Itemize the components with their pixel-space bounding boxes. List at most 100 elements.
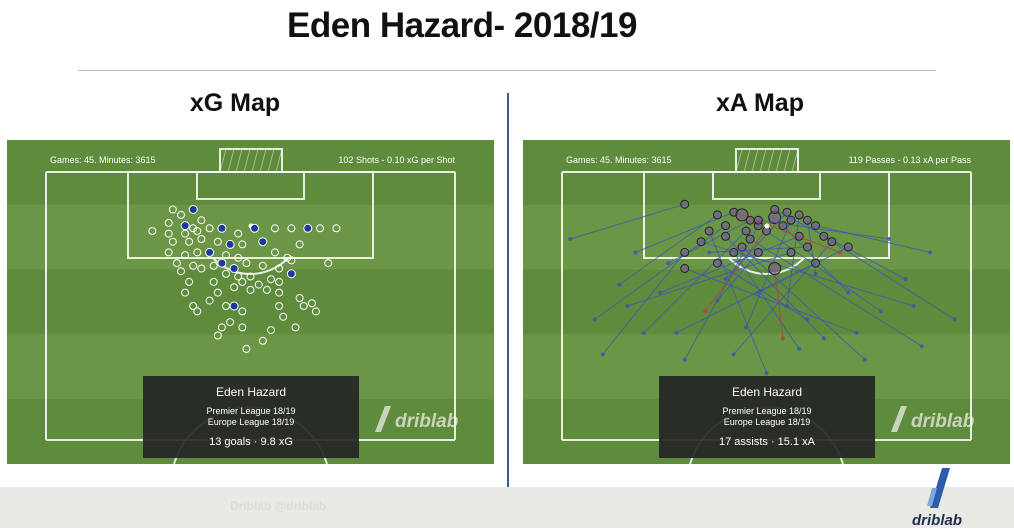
shot-marker: [222, 251, 230, 260]
goal-shot-marker: [217, 258, 227, 268]
pass-origin-dot: [625, 304, 630, 308]
footer-logo-text: driblab: [911, 512, 962, 529]
xg-watermark: driblab: [395, 411, 459, 432]
pass-origin-dot: [854, 330, 859, 335]
pass-line: [741, 246, 866, 360]
assist-shot-marker: [735, 208, 749, 222]
pass-origin-dot: [617, 282, 622, 287]
shot-marker: [324, 259, 333, 268]
shot-marker: [222, 269, 230, 278]
driblab-mark-icon: [375, 406, 391, 432]
assist-pass-line: [774, 268, 784, 339]
pass-origin-dot: [592, 317, 597, 322]
shot-marker: [291, 323, 300, 332]
pitch-lines: [561, 148, 972, 464]
goal-shot-marker: [286, 269, 296, 279]
pass-shot-marker: [786, 247, 796, 257]
shot-marker: [287, 256, 296, 265]
pass-origin-dot: [641, 330, 646, 335]
shot-marker: [197, 264, 206, 273]
shot-marker: [164, 218, 173, 227]
pass-origin-dot: [821, 336, 826, 341]
panel-divider: [507, 93, 509, 493]
pass-line: [619, 214, 718, 286]
shot-marker: [209, 261, 218, 270]
xa-info-comp-1: Premier League 18/19: [722, 406, 811, 416]
shot-marker: [213, 237, 222, 246]
pass-line: [766, 230, 882, 312]
shot-marker: [275, 264, 284, 273]
pass-origin-dot: [780, 336, 785, 341]
shot-marker: [299, 302, 308, 310]
pass-shot-marker: [827, 237, 837, 247]
goal-shot-marker: [258, 237, 268, 247]
pass-shot-marker: [811, 221, 821, 231]
shot-marker: [275, 277, 284, 286]
shot-marker: [238, 323, 247, 332]
pass-origin-dot: [666, 261, 671, 266]
shot-marker: [189, 302, 198, 310]
shot-marker: [230, 283, 239, 292]
xg-info-player: Eden Hazard: [216, 385, 286, 399]
pitch-stripe: [7, 269, 494, 335]
pass-shot-marker: [680, 199, 690, 209]
pass-shot-marker: [721, 221, 731, 231]
pass-origin-dot: [707, 250, 712, 255]
pass-origin-dot: [887, 237, 892, 241]
xg-map-title: xG Map: [189, 89, 281, 117]
goal-shot-marker: [217, 223, 227, 233]
xa-header-right: 119 Passes - 0.13 xA per Pass: [849, 155, 972, 165]
shot-marker: [168, 205, 177, 214]
pass-line: [758, 219, 890, 240]
pass-origin-dot: [919, 344, 924, 349]
shot-marker: [295, 294, 304, 302]
pass-origin-dot: [658, 290, 663, 295]
xa-header-left: Games: 45. Minutes: 3615: [566, 155, 672, 165]
shot-marker: [238, 240, 247, 249]
shot-marker: [316, 224, 324, 233]
goal-net: [219, 148, 283, 173]
xg-pitch: Games: 45. Minutes: 3615 102 Shots - 0.1…: [7, 140, 494, 464]
goal-shot-marker: [303, 223, 313, 233]
pass-origin-dot: [703, 309, 708, 314]
pass-line: [627, 251, 792, 307]
pass-origin-dot: [764, 371, 769, 375]
pass-shot-marker: [753, 247, 763, 257]
page-title: Eden Hazard- 2018/19: [287, 6, 637, 45]
pass-shot-marker: [778, 221, 788, 231]
shot-marker: [258, 336, 267, 345]
goal-shot-marker: [229, 264, 239, 273]
xg-info-comp-1: Premier League 18/19: [206, 406, 295, 416]
shot-marker: [185, 237, 194, 246]
pass-shot-marker: [741, 226, 751, 236]
pass-line: [660, 235, 800, 294]
shot-marker: [238, 307, 247, 316]
penalty-spot: [764, 223, 770, 229]
shot-marker: [222, 302, 230, 310]
xg-info-box: [143, 376, 359, 458]
pass-shot-marker: [704, 226, 714, 236]
assist-shot-marker: [768, 262, 782, 275]
shot-marker: [181, 251, 190, 260]
shot-marker: [197, 235, 206, 243]
shot-marker: [168, 237, 177, 246]
xa-watermark: driblab: [911, 411, 975, 432]
pass-origin-dot: [805, 317, 810, 322]
pass-origin-dot: [879, 309, 883, 314]
goal-net: [735, 148, 799, 173]
pass-shot-marker: [680, 264, 690, 273]
pass-line: [570, 203, 685, 240]
pass-origin-dot: [731, 352, 736, 357]
shot-marker: [217, 323, 226, 332]
driblab-mark-icon: [891, 406, 907, 432]
pass-origin-dot: [744, 325, 749, 330]
pass-origin-dot: [846, 290, 851, 295]
shot-marker: [234, 253, 243, 262]
pass-shot-marker: [753, 215, 763, 225]
shot-marker: [189, 261, 198, 270]
xa-pitch: Games: 45. Minutes: 3615 119 Passes - 0.…: [523, 140, 1010, 464]
xa-passes: [568, 199, 957, 375]
pass-origin-dot: [903, 277, 908, 282]
shot-marker: [193, 307, 202, 316]
pass-line: [602, 252, 686, 355]
